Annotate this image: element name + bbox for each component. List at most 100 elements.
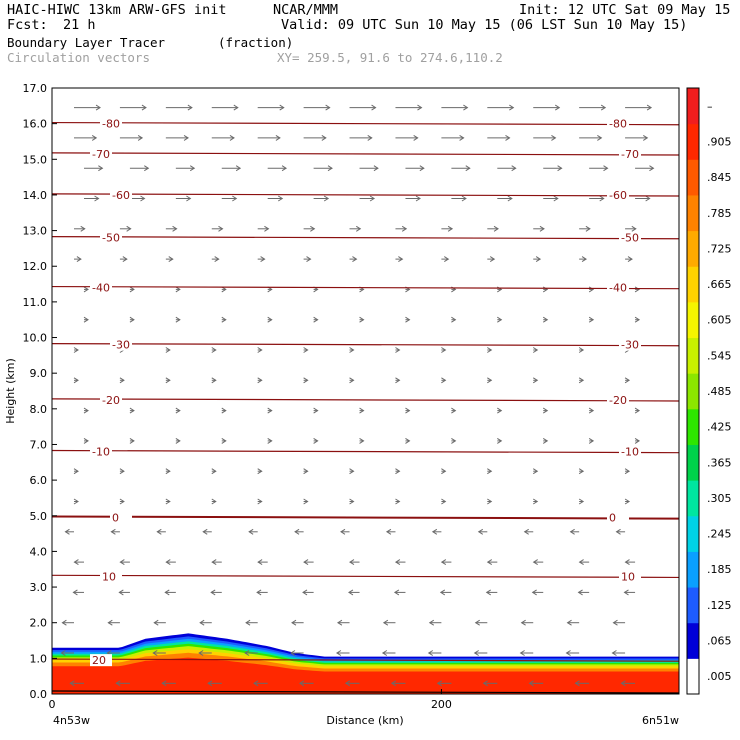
wind-arrowhead [507,195,513,202]
wind-arrowhead [588,286,595,293]
contour-line [51,574,680,579]
wind-arrowhead [489,256,496,263]
y-tick-label: 8.0 [30,403,48,416]
y-tick-label: 12.0 [23,260,48,273]
wind-arrowhead [336,619,343,626]
wind-arrowhead [620,680,626,687]
wind-arrowhead [175,316,181,323]
colorbar-label: .125 [707,599,732,612]
wind-arrowhead [649,165,655,172]
wind-arrowhead [257,468,263,475]
y-tick-label: 7.0 [30,438,48,451]
wind-arrowhead [141,104,147,111]
wind-arrowhead [313,407,319,414]
wind-arrowhead [624,559,630,566]
wind-arrowhead [557,165,563,172]
wind-arrowhead [302,589,308,596]
wind-arrowhead [340,528,346,535]
wind-arrowhead [415,195,421,202]
wind-arrowhead [137,134,144,141]
wind-arrowhead [482,680,488,687]
y-tick-label: 9.0 [30,367,48,380]
contour-label-bg [619,570,641,583]
wind-arrowhead [532,468,539,475]
wind-arrowhead [115,680,121,687]
wind-arrowhead [233,104,239,111]
wind-arrowhead [267,316,273,323]
x-right-end-label: 6n51w [642,714,679,727]
contour-label: 0 [112,512,119,525]
wind-arrowhead [119,498,125,505]
contour-line [51,121,680,126]
wind-arrowhead [313,437,319,444]
colorbar-swatch [687,408,699,445]
wind-arrowhead [497,316,503,323]
wind-arrowhead [600,104,607,111]
wind-arrowhead [349,468,355,475]
wind-arrowhead [129,316,135,323]
contour-label-bg [607,117,629,130]
wind-arrowhead [187,104,193,111]
field-units: (fraction) [218,35,294,50]
wind-arrowhead [588,407,595,414]
wind-arrowhead [344,680,351,687]
wind-arrowhead [588,316,595,323]
colorbar-label: .305 [707,492,732,505]
contour-label: -50 [102,232,120,245]
colorbar-swatch [687,123,699,160]
wind-arrowhead [531,589,537,596]
wind-arrowhead [631,225,637,232]
colorbar-swatch [687,551,699,588]
wind-arrowhead [523,528,529,535]
forecast-hours: 21 h [63,17,96,33]
wind-arrowhead [73,498,79,505]
wind-arrowhead [73,468,79,475]
contour-label-bg [110,188,132,201]
wind-arrowhead [161,680,167,687]
colorbar-swatch [687,444,699,481]
wind-arrowhead [267,437,273,444]
y-tick-label: 6.0 [30,474,48,487]
y-tick-label: 17.0 [23,82,48,95]
wind-arrowhead [165,347,171,353]
wind-arrowhead [303,468,309,475]
wind-arrowhead [542,316,549,323]
wind-arrowhead [542,407,549,414]
wind-arrowhead [152,650,158,656]
wind-arrowhead [395,468,401,475]
tracer-band [52,657,679,694]
wind-arrowhead [257,377,263,384]
colorbar-swatch [687,159,699,196]
wind-arrowhead [64,528,70,535]
wind-arrowhead [172,225,178,232]
wind-arrowhead [94,195,100,202]
wind-arrowhead [615,528,621,535]
wind-arrowhead [487,468,493,475]
wind-arrowhead [175,437,181,444]
wind-arrowhead [532,377,539,384]
wind-vectors [60,104,655,687]
colorbar-swatch [687,88,699,125]
wind-arrowhead [634,407,641,414]
contour-label-bg [90,445,112,458]
wind-arrowhead [186,195,192,202]
colorbar-label: .725 [707,242,732,255]
wind-arrowhead [395,498,401,505]
wind-arrowhead [299,680,305,687]
wind-arrowhead [487,377,493,384]
wind-arrowhead [603,165,609,172]
wind-arrowhead [211,468,217,475]
colorbar-swatch [687,230,699,267]
y-tick-label: 4.0 [30,545,48,558]
colorbar-swatch [687,480,699,517]
wind-arrowhead [487,498,493,505]
y-tick-label: 1.0 [30,652,48,665]
wind-arrowhead [417,104,423,111]
wind-arrowhead [359,316,365,323]
wind-arrowhead [165,468,171,475]
wind-arrowhead [535,256,542,263]
wind-arrowhead [624,377,631,384]
y-tick-label: 0.0 [30,688,48,701]
wind-arrowhead [214,256,220,263]
